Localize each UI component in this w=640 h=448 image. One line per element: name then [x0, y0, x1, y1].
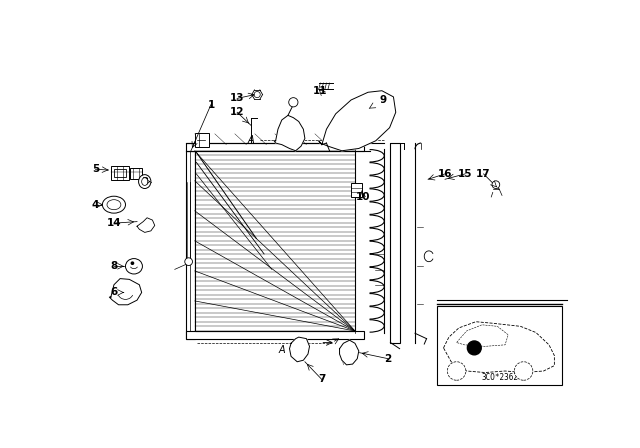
Bar — [186, 331, 364, 339]
Text: 4: 4 — [92, 200, 99, 210]
Polygon shape — [274, 116, 305, 151]
Bar — [111, 166, 129, 180]
Polygon shape — [444, 322, 554, 373]
Ellipse shape — [125, 258, 143, 274]
Text: 6: 6 — [110, 288, 118, 297]
Ellipse shape — [139, 175, 151, 189]
Polygon shape — [109, 279, 141, 305]
Text: 12: 12 — [230, 107, 244, 117]
Polygon shape — [319, 91, 396, 151]
Bar — [114, 169, 126, 177]
Text: 15: 15 — [458, 169, 472, 179]
Circle shape — [515, 362, 533, 380]
Bar — [186, 143, 364, 151]
Text: 14: 14 — [107, 218, 121, 228]
Circle shape — [254, 91, 260, 98]
Polygon shape — [340, 340, 359, 365]
Polygon shape — [137, 218, 155, 233]
Circle shape — [447, 362, 466, 380]
Text: 2: 2 — [385, 353, 392, 364]
Bar — [351, 183, 362, 197]
Circle shape — [185, 258, 193, 266]
Bar — [130, 168, 143, 178]
Bar — [437, 306, 562, 385]
Text: 3CO*2362: 3CO*2362 — [481, 373, 518, 382]
Circle shape — [289, 98, 298, 107]
Bar — [195, 151, 355, 331]
Text: 17: 17 — [476, 169, 491, 179]
Text: A: A — [248, 135, 254, 145]
Text: 3: 3 — [141, 177, 148, 186]
Text: 1: 1 — [207, 99, 214, 110]
Polygon shape — [456, 325, 508, 346]
Bar — [186, 151, 195, 339]
Bar — [390, 143, 399, 343]
Text: 8: 8 — [110, 261, 118, 271]
Ellipse shape — [141, 178, 148, 185]
Text: 11: 11 — [313, 86, 328, 96]
Text: 13: 13 — [230, 94, 244, 103]
Circle shape — [467, 341, 481, 355]
Circle shape — [131, 262, 134, 264]
Text: 16: 16 — [438, 169, 452, 179]
Bar — [195, 133, 209, 147]
Text: A: A — [278, 345, 285, 355]
Polygon shape — [289, 337, 310, 362]
Text: 5: 5 — [92, 164, 99, 174]
Text: 10: 10 — [355, 192, 370, 202]
Ellipse shape — [107, 200, 121, 210]
Text: 7: 7 — [318, 375, 326, 384]
Ellipse shape — [102, 196, 125, 213]
Circle shape — [492, 181, 500, 189]
Text: 9: 9 — [380, 95, 387, 105]
